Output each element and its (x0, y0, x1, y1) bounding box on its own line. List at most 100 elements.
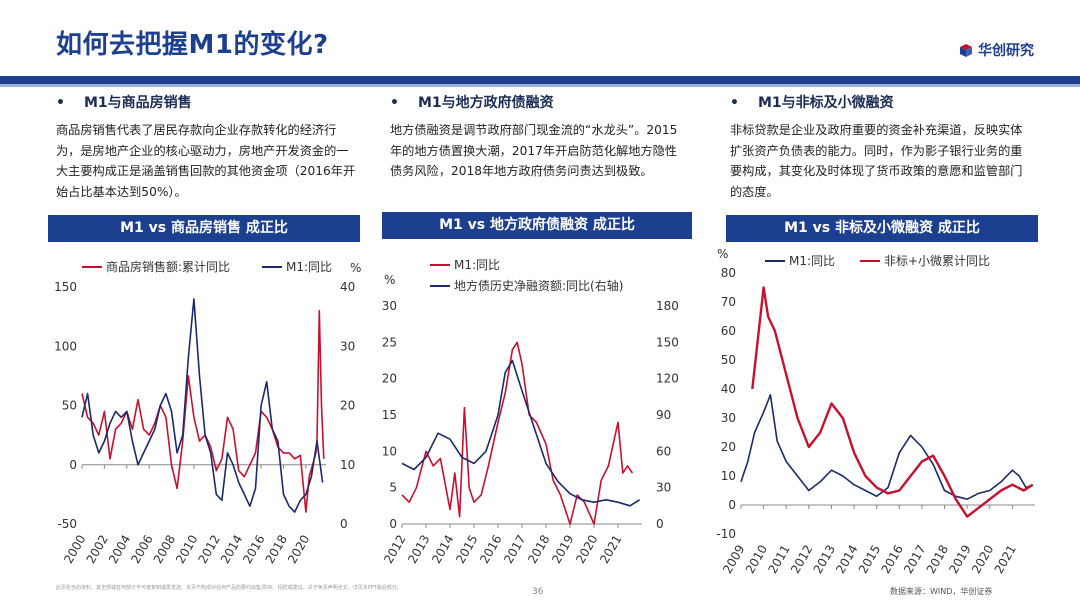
x-tick-label: 2017 (501, 533, 528, 566)
y-tick-label: -50 (57, 517, 77, 531)
logo-text: 华创研究 (978, 43, 1034, 59)
brand-logo: 华创研究 (958, 40, 1034, 60)
page-title: 如何去把握M1的变化? (56, 30, 329, 60)
x-tick-label: 2004 (106, 533, 133, 566)
x-tick-label: 2018 (263, 533, 290, 566)
x-tick-label: 2014 (429, 533, 456, 566)
y-tick-label: 20 (382, 372, 397, 386)
y2-tick-label: 40 (340, 280, 355, 294)
chart-title-1: M1 vs 商品房销售 成正比 (48, 215, 360, 242)
chart-housing-vs-m1: 150100500-504030201002000200220042006200… (54, 259, 361, 566)
x-tick-label: 2000 (61, 533, 88, 566)
y2-tick-label: 30 (656, 481, 671, 495)
y-tick-label: 60 (721, 324, 736, 338)
y-tick-label: 100 (54, 339, 77, 353)
x-tick-label: 2020 (969, 543, 996, 576)
x-tick-label: 2013 (405, 533, 432, 566)
x-tick-label: 2018 (525, 533, 552, 566)
y-tick-label: 80 (721, 266, 736, 280)
axis-unit: % (384, 273, 395, 287)
bullet: • (730, 95, 739, 111)
legend-label: 地方债历史净融资额:同比(右轴) (454, 278, 623, 293)
y-tick-label: 40 (721, 382, 736, 396)
y-tick-label: 20 (721, 440, 736, 454)
x-tick-label: 2012 (381, 533, 408, 566)
y-tick-label: 70 (721, 295, 736, 309)
legend-label: 非标+小微累计同比 (884, 254, 990, 268)
series-line-1 (401, 341, 634, 525)
x-tick-label: 2009 (720, 543, 747, 576)
section-paragraph: 商品房销售代表了居民存款向企业存款转化的经济行为，是房地产企业的核心驱动力，房地… (56, 123, 356, 199)
disclaimer: 此页包含的资料、其全部或任何部分不可被复制或再发送。本页不构成对任何产品的要约出… (56, 585, 402, 591)
chart-nonstandard-vs-m1: 80706050403020100-1020092010201120122013… (716, 247, 1035, 576)
x-tick-label: 2011 (765, 543, 792, 576)
y2-tick-label: 90 (656, 408, 671, 422)
y2-tick-label: 0 (656, 517, 664, 531)
y-tick-label: 10 (721, 469, 736, 483)
x-tick-label: 2013 (811, 543, 838, 576)
series-line-2 (751, 286, 1034, 518)
y-tick-label: 0 (728, 498, 736, 512)
series-line-1 (740, 394, 1034, 500)
x-tick-label: 2017 (901, 543, 928, 576)
series-line-2 (81, 298, 324, 513)
legend-label: M1:同比 (789, 254, 835, 268)
x-tick-label: 2012 (788, 543, 815, 576)
header-divider-light (0, 84, 1080, 87)
x-tick-label: 2020 (285, 533, 312, 566)
x-tick-label: 2020 (573, 533, 600, 566)
y-tick-label: 0 (389, 517, 397, 531)
y2-tick-label: 30 (340, 339, 355, 353)
x-tick-label: 2019 (549, 533, 576, 566)
y2-tick-label: 120 (656, 372, 679, 386)
y-tick-label: 50 (721, 353, 736, 367)
x-tick-label: 2016 (240, 533, 267, 566)
x-tick-label: 2008 (151, 533, 178, 566)
y-tick-label: -10 (716, 527, 736, 541)
x-tick-label: 2014 (218, 533, 245, 566)
legend-label: M1:同比 (286, 260, 332, 274)
y-tick-label: 150 (54, 280, 77, 294)
heading-text: M1与商品房销售 (84, 95, 192, 111)
y-tick-label: 25 (382, 335, 397, 349)
y-tick-label: 5 (389, 481, 397, 495)
section-paragraph: 非标贷款是企业及政府重要的资金补充渠道，反映实体扩张资产负债表的能力。同时，作为… (730, 123, 1023, 199)
x-tick-label: 2015 (453, 533, 480, 566)
y-tick-label: 10 (382, 444, 397, 458)
heading-text: M1与非标及小微融资 (758, 95, 894, 111)
axis-unit: % (350, 261, 361, 275)
y2-tick-label: 0 (340, 517, 348, 531)
bullet: • (56, 95, 65, 111)
bullet: • (390, 95, 399, 111)
y-tick-label: 15 (382, 408, 397, 422)
section-heading: • M1与地方政府债融资 (390, 92, 688, 114)
column-nonstandard-finance: • M1与非标及小微融资 非标贷款是企业及政府重要的资金补充渠道，反映实体扩张资产… (730, 92, 1030, 202)
section-heading: • M1与商品房销售 (56, 92, 356, 114)
data-source: 数据来源：WIND，华创证券 (890, 587, 993, 596)
x-tick-label: 2016 (477, 533, 504, 566)
legend-label: M1:同比 (454, 258, 500, 272)
y2-tick-label: 60 (656, 444, 671, 458)
x-tick-label: 2016 (879, 543, 906, 576)
y2-tick-label: 20 (340, 399, 355, 413)
header-divider (0, 76, 1080, 84)
x-tick-label: 2010 (173, 533, 200, 566)
y2-tick-label: 180 (656, 299, 679, 313)
chart-title-3: M1 vs 非标及小微融资 成正比 (726, 215, 1038, 242)
x-tick-label: 2010 (743, 543, 770, 576)
logo-cube-icon (958, 42, 974, 58)
column-local-gov-debt: • M1与地方政府债融资 地方债融资是调节政府部门现金流的“水龙头”。2015年的… (390, 92, 688, 182)
column-housing-sales: • M1与商品房销售 商品房销售代表了居民存款向企业存款转化的经济行为，是房地产企… (56, 92, 356, 202)
x-tick-label: 2015 (856, 543, 883, 576)
axis-unit: % (717, 247, 728, 261)
y2-tick-label: 150 (656, 335, 679, 349)
section-heading: • M1与非标及小微融资 (730, 92, 1030, 114)
y-tick-label: 0 (69, 458, 77, 472)
x-tick-label: 2019 (946, 543, 973, 576)
x-tick-label: 2021 (992, 543, 1019, 576)
y-tick-label: 50 (62, 399, 77, 413)
x-tick-label: 2018 (924, 543, 951, 576)
chart-localdebt-vs-m1: 3025201510501801501209060300201220132014… (381, 258, 679, 566)
x-tick-label: 2012 (196, 533, 223, 566)
legend-label: 商品房销售额:累计同比 (106, 259, 230, 274)
